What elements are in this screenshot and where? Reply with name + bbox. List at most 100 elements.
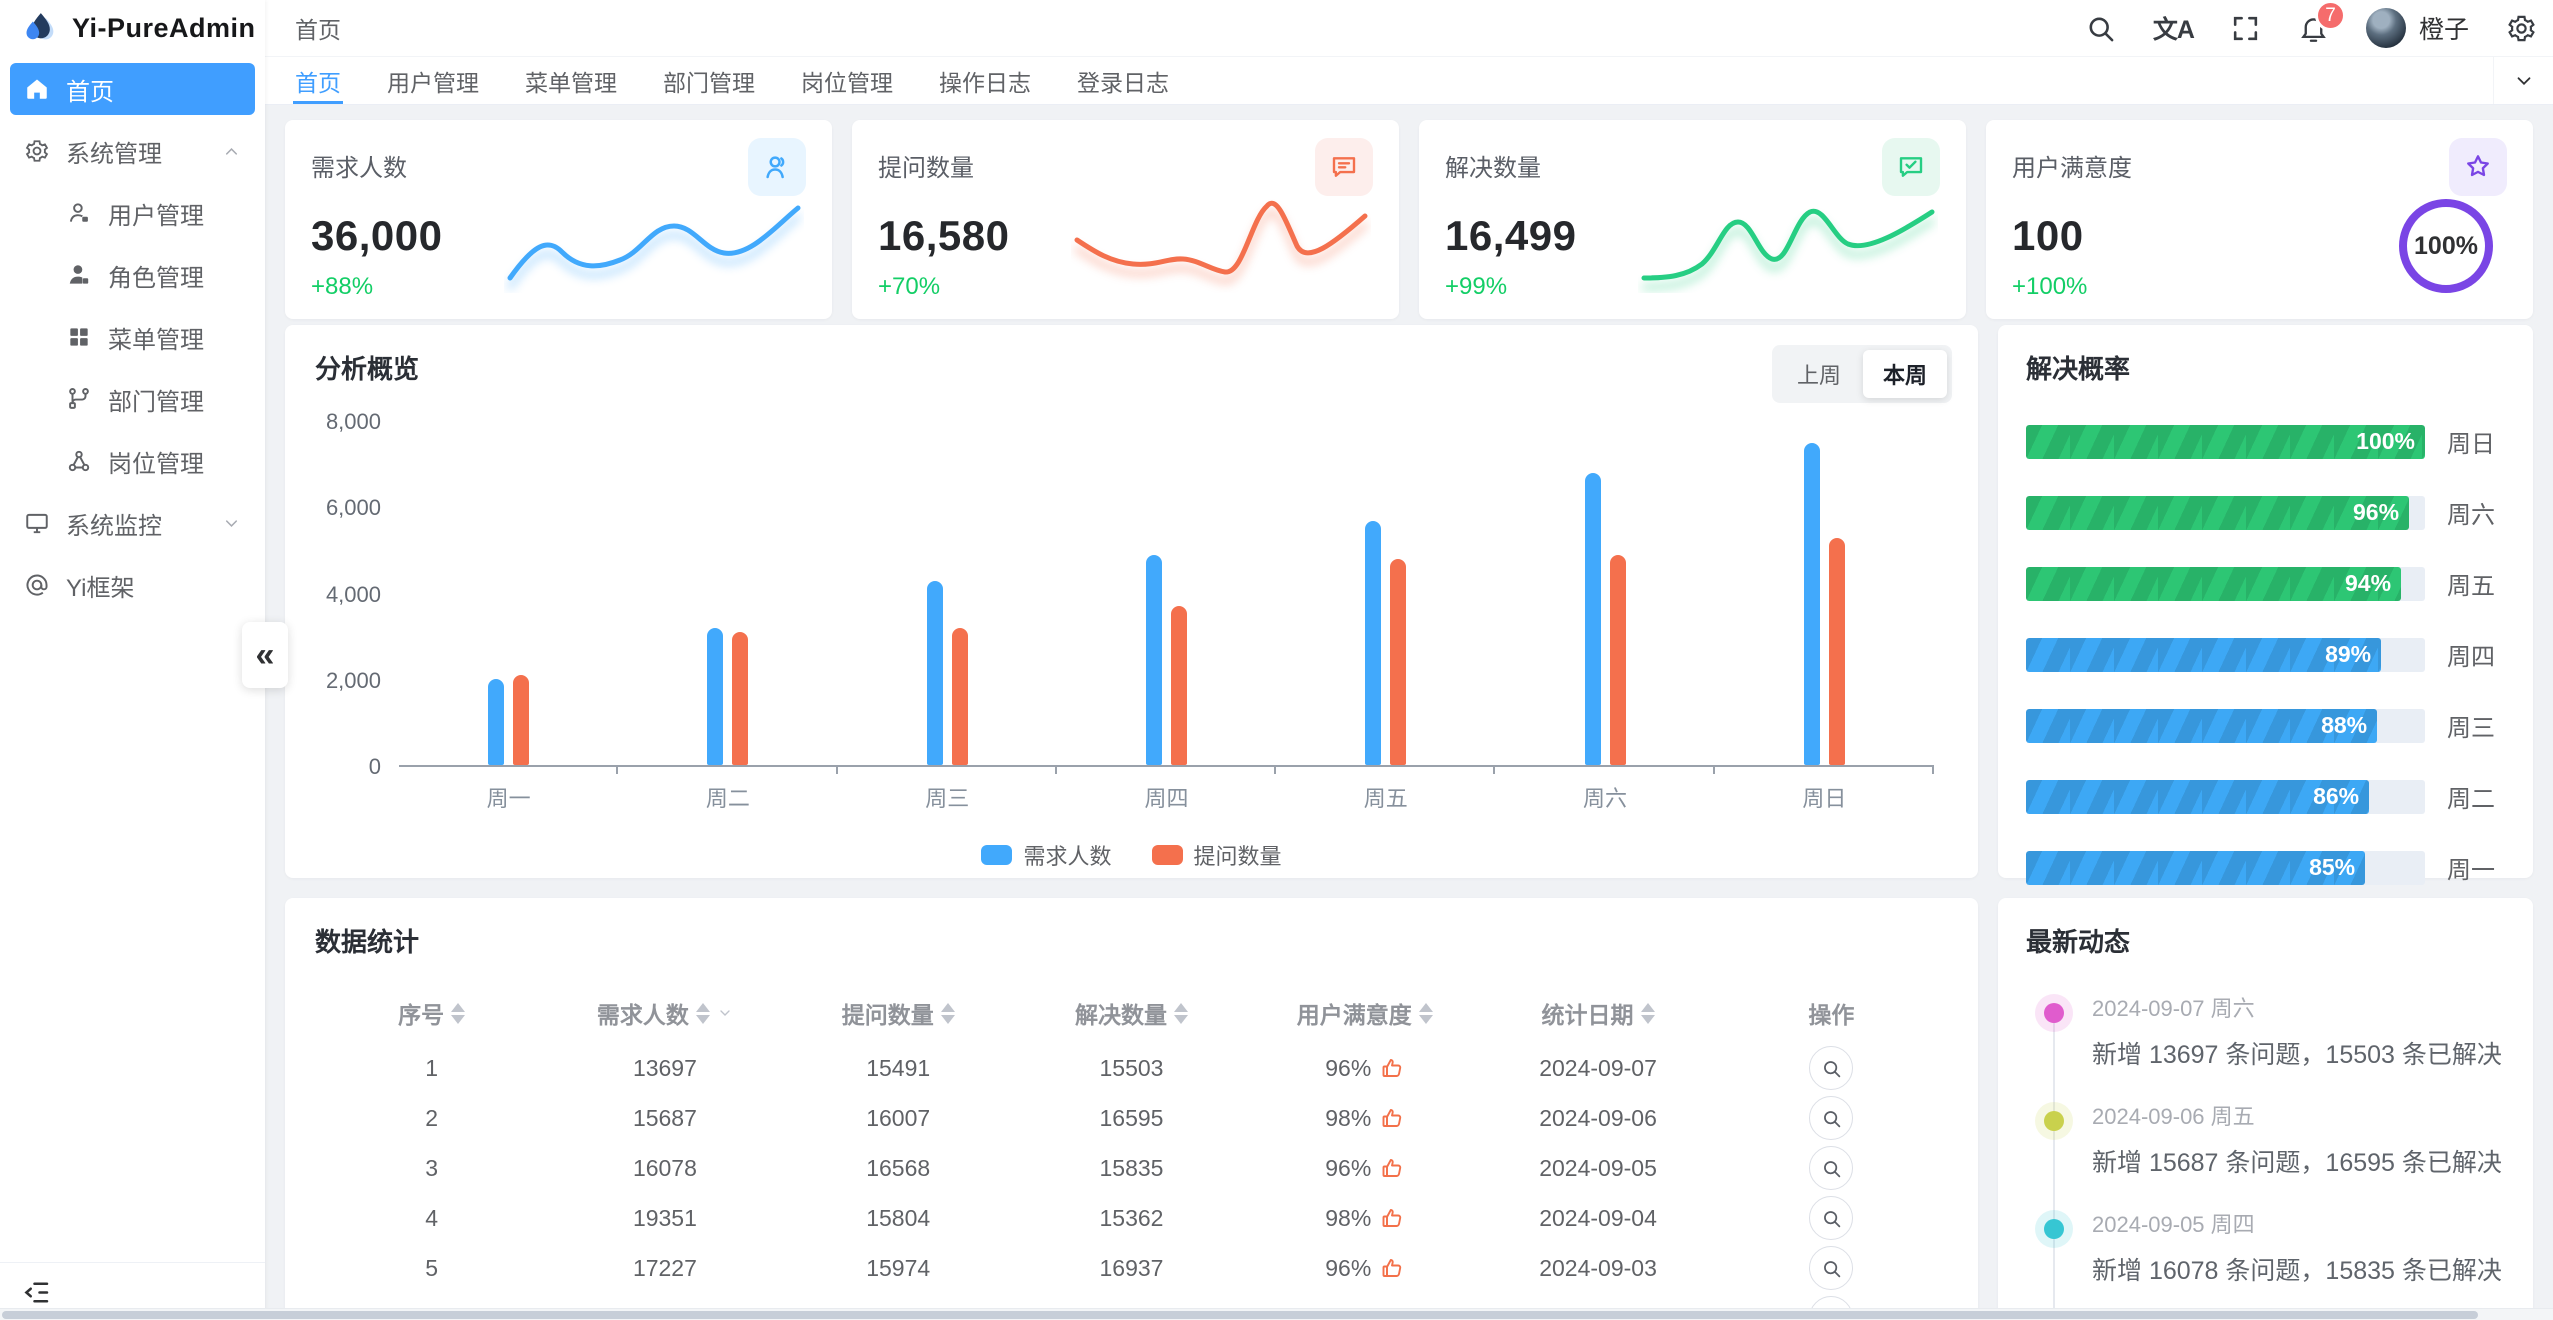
sort-desc-icon [1418, 1014, 1433, 1024]
sort-carets-icon[interactable] [695, 1002, 710, 1024]
bar-group [618, 422, 838, 774]
column-header-date[interactable]: 统计日期 [1481, 983, 1714, 1043]
app-logo[interactable]: Yi-PureAdmin [0, 0, 265, 57]
stat-sparkline [1071, 181, 1371, 293]
tab-home[interactable]: 首页 [293, 57, 343, 104]
column-header-questions[interactable]: 提问数量 [782, 983, 1015, 1043]
tab-menu-management[interactable]: 菜单管理 [525, 69, 617, 96]
fullscreen-icon[interactable] [2230, 12, 2262, 44]
sort-carets-icon[interactable] [940, 1002, 955, 1024]
sort-carets-icon[interactable] [451, 1002, 466, 1024]
data-table: 序号 需求人数 提问数量 解决数量 用户满意度 统计日期 操作 1 13697 15491 155… [315, 983, 1948, 1320]
collapse-sidebar-button[interactable] [22, 1277, 52, 1307]
column-header-demand[interactable]: 需求人数 [548, 983, 781, 1043]
grid-icon [66, 324, 92, 350]
tab-post-management[interactable]: 岗位管理 [801, 69, 893, 96]
news-timeline: 2024-09-07 周六 新增 13697 条问题，15503 条已解决 2024… [2026, 991, 2505, 1320]
view-row-button[interactable] [1809, 1196, 1854, 1240]
translate-icon[interactable]: 文A [2152, 16, 2195, 44]
column-header-satisfaction[interactable]: 用户满意度 [1248, 983, 1481, 1043]
breadcrumb[interactable]: 首页 [295, 17, 341, 43]
notifications-button[interactable]: 7 [2298, 0, 2346, 44]
sort-carets-icon[interactable] [1640, 1002, 1655, 1024]
sidebar-item-label: 系统管理 [66, 140, 162, 168]
monitor-icon [24, 510, 50, 536]
bar-提问数量 [513, 674, 530, 765]
bar-提问数量 [1170, 606, 1187, 765]
menu-fold-icon [22, 1277, 52, 1308]
sidebar-item-yi-framework[interactable]: Yi框架 [10, 559, 255, 611]
view-row-button[interactable] [1809, 1046, 1854, 1090]
day-label: 周六 [2447, 502, 2495, 529]
tab-dept-management[interactable]: 部门管理 [663, 69, 755, 96]
y-tick-label: 0 [368, 754, 381, 779]
sidebar-item-dept-management[interactable]: 部门管理 [10, 373, 255, 425]
progress-percent: 88% [2321, 712, 2368, 738]
stat-value: 36,000 [311, 212, 443, 259]
sort-carets-icon[interactable] [1173, 1002, 1188, 1024]
sidebar-item-home[interactable]: 首页 [10, 63, 255, 115]
progress-track: 100% [2026, 424, 2425, 459]
legend-item[interactable]: 提问数量 [1151, 839, 1282, 871]
legend-item[interactable]: 需求人数 [981, 839, 1112, 871]
filter-chevron-icon[interactable] [717, 1005, 733, 1021]
toggle-last-week[interactable]: 上周 [1796, 363, 1841, 388]
user-menu[interactable]: 橙子 [2365, 8, 2469, 48]
solve-rate-title: 解决概率 [2026, 354, 2131, 384]
settings-gear-icon[interactable] [2505, 12, 2537, 44]
column-header-inner: 需求人数 [597, 996, 733, 1030]
sidebar-item-user-management[interactable]: 用户管理 [10, 187, 255, 239]
progress-fill: 86% [2026, 779, 2370, 814]
table-row: 5 17227 15974 16937 96% 2024-09-03 [315, 1243, 1948, 1293]
satisfaction-percent: 98% [1325, 1204, 1372, 1231]
home-icon [24, 76, 50, 102]
view-row-button[interactable] [1809, 1146, 1854, 1190]
stat-card-header: 解决数量 [1445, 138, 1940, 196]
magnifier-icon [1821, 1258, 1842, 1279]
toggle-this-week[interactable]: 本周 [1862, 350, 1947, 398]
sidebar-item-role-management[interactable]: 角色管理 [10, 249, 255, 301]
sort-asc-icon [451, 1002, 466, 1012]
cell-satisfaction: 96% [1248, 1243, 1481, 1293]
progress-track: 94% [2026, 566, 2425, 601]
sort-asc-icon [695, 1002, 710, 1012]
bar-需求人数 [1584, 473, 1601, 765]
stat-title: 提问数量 [878, 155, 974, 182]
view-row-button[interactable] [1809, 1246, 1854, 1290]
horizontal-scrollbar[interactable] [0, 1308, 2553, 1320]
column-header-solved[interactable]: 解决数量 [1015, 983, 1248, 1043]
sort-asc-icon [1418, 1002, 1433, 1012]
cell-actions [1715, 1143, 1948, 1193]
y-axis: 8,000 6,000 4,000 2,000 0 [315, 409, 399, 779]
tab-user-management[interactable]: 用户管理 [387, 69, 479, 96]
cell-no: 5 [425, 1254, 439, 1281]
sidebar-item-post-management[interactable]: 岗位管理 [10, 435, 255, 487]
sidebar-item-menu-management[interactable]: 菜单管理 [10, 311, 255, 363]
analysis-overview-card: 分析概览 上周 本周 8,000 6,000 4,000 2,000 0 周一 周二 周三 周四… [285, 325, 1978, 878]
day-label: 周五 [2447, 573, 2495, 600]
scrollbar-thumb[interactable] [2, 1311, 2479, 1319]
column-header-no[interactable]: 序号 [315, 983, 548, 1043]
column-label: 序号 [398, 1002, 445, 1028]
bar-group [1276, 422, 1496, 774]
satisfaction-percent: 98% [1325, 1104, 1372, 1131]
sidebar-item-system-management[interactable]: 系统管理 [10, 125, 255, 177]
sidebar-item-system-monitor[interactable]: 系统监控 [10, 497, 255, 549]
cell-demand: 17227 [632, 1254, 697, 1281]
tab-login-log[interactable]: 登录日志 [1077, 69, 1169, 96]
search-icon[interactable] [2085, 12, 2117, 44]
view-row-button[interactable] [1809, 1096, 1854, 1140]
sort-carets-icon[interactable] [1418, 1002, 1433, 1024]
solve-row: 96% 周六 [2026, 495, 2505, 530]
tab-operation-log[interactable]: 操作日志 [939, 69, 1031, 96]
sidebar-collapse-handle[interactable]: « [242, 622, 288, 688]
week-toggle: 上周 本周 [1771, 345, 1952, 403]
cell-satisfaction: 98% [1248, 1193, 1481, 1243]
x-tick-label: 周日 [1802, 786, 1847, 811]
timeline-date: 2024-09-06 周五 [2092, 1104, 2255, 1129]
stat-value: 16,499 [1445, 212, 1577, 259]
cell-questions: 16568 [866, 1154, 931, 1181]
tabs-dropdown-button[interactable] [2493, 57, 2553, 104]
table-title: 数据统计 [315, 927, 420, 957]
progress-track: 86% [2026, 779, 2425, 814]
